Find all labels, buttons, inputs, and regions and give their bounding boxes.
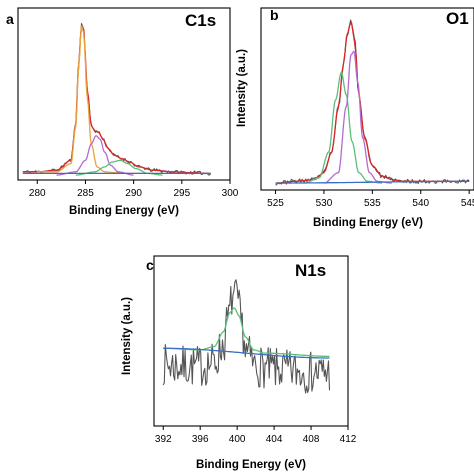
plot-frame [153,255,349,427]
y-axis-title: Intensity (a.u.) [236,49,248,127]
y-axis-title: Intensity (a.u.) [121,297,133,375]
x-tick-label: 285 [77,188,94,199]
series-line-4 [56,135,134,176]
series-line-1 [22,22,212,176]
x-tick-label: 300 [222,188,239,199]
x-tick-label: 400 [229,434,246,445]
series-line-3 [37,25,153,175]
x-tick-label: 290 [125,188,142,199]
x-axis-title: Binding Energy (eV) [313,217,423,229]
plot-frame [260,7,474,191]
plot-frame [17,7,231,181]
chart-panel-b: 525 530 535 540 545 Binding Energy (eV) Intens… [236,7,474,229]
series-line-1 [162,279,331,394]
chart-panel-a: 280 285 290 295 300 Binding Energy (eV) a C1s [6,7,239,217]
series-group [22,22,212,176]
x-tick-label: 280 [29,188,46,199]
panel-title: C1s [185,11,216,30]
x-tick-label: 530 [316,198,333,209]
x-tick-label: 392 [155,434,172,445]
series-line-3 [304,71,383,184]
x-tick-label: 525 [267,198,284,209]
x-axis-title: Binding Energy (eV) [69,205,179,217]
series-line-4 [323,50,392,184]
x-tick-label: 295 [173,188,190,199]
x-tick-label: 396 [192,434,209,445]
series-group [275,19,470,186]
panel-letter: b [270,7,279,23]
series-line-1 [275,19,470,186]
x-tick-label: 404 [266,434,283,445]
x-tick-label: 408 [303,434,320,445]
x-tick-label: 540 [412,198,429,209]
series-line-2 [22,25,211,175]
panel-title: O1 [446,9,469,28]
series-line-5 [275,180,470,184]
panel-title: N1s [295,261,326,280]
x-axis-title: Binding Energy (eV) [196,459,306,471]
series-line-2 [163,307,330,358]
series-group [162,279,331,394]
panel-letter: a [6,11,14,27]
x-tick-label: 545 [461,198,474,209]
series-line-2 [275,21,470,184]
chart-panel-c: 392 396 400 404 408 412 Binding Energy (eV) Int… [121,255,357,471]
x-tick-label: 535 [364,198,381,209]
series-line-3 [163,347,330,359]
panel-letter: c [146,257,154,273]
x-tick-label: 412 [340,434,357,445]
